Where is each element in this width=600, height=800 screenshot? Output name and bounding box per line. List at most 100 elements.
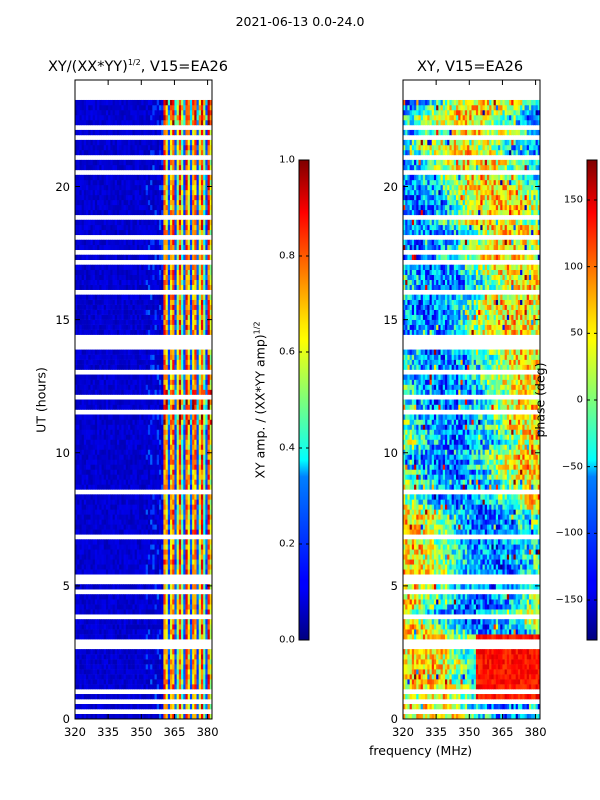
amplitude-cell xyxy=(101,204,105,211)
amplitude-cell xyxy=(103,374,107,380)
amplitude-cell xyxy=(128,399,131,405)
amplitude-cell xyxy=(161,399,164,405)
amplitude-cell xyxy=(158,269,162,275)
amplitude-cell xyxy=(77,449,80,455)
amplitude-cell xyxy=(139,684,142,690)
amplitude-cell xyxy=(79,599,83,605)
amplitude-cell xyxy=(97,694,100,700)
amplitude-cell xyxy=(200,299,204,305)
amplitude-cell xyxy=(103,349,107,355)
amplitude-cell xyxy=(209,484,212,490)
amplitude-cell xyxy=(83,539,87,545)
amplitude-cell xyxy=(189,499,193,505)
amplitude-cell xyxy=(125,544,129,550)
amplitude-cell xyxy=(172,239,175,246)
amplitude-cell xyxy=(145,399,149,405)
amplitude-cell xyxy=(174,469,178,475)
amplitude-cell xyxy=(105,379,109,385)
amplitude-cell xyxy=(192,454,195,460)
amplitude-cell xyxy=(99,559,102,565)
amplitude-cell xyxy=(130,634,133,640)
amplitude-cell xyxy=(116,329,120,335)
amplitude-cell xyxy=(187,594,191,600)
amplitude-cell xyxy=(94,439,98,445)
amplitude-cell xyxy=(116,284,120,290)
amplitude-cell xyxy=(92,714,96,719)
amplitude-cell xyxy=(119,599,122,605)
amplitude-cell xyxy=(75,494,78,500)
amplitude-cell xyxy=(79,359,83,365)
amplitude-cell xyxy=(119,539,122,545)
amplitude-cell xyxy=(130,459,133,465)
amplitude-cell xyxy=(181,304,184,310)
amplitude-cell xyxy=(86,229,89,236)
amplitude-cell xyxy=(114,364,118,370)
amplitude-cell xyxy=(105,444,109,450)
amplitude-cell xyxy=(183,359,186,365)
amplitude-cell xyxy=(170,539,173,545)
amplitude-cell xyxy=(119,439,122,445)
amplitude-cell xyxy=(134,519,138,525)
amplitude-cell xyxy=(88,264,91,270)
amplitude-cell xyxy=(134,454,138,460)
amplitude-cell xyxy=(185,554,189,560)
amplitude-cell xyxy=(119,544,122,550)
amplitude-cell xyxy=(81,269,85,275)
amplitude-cell xyxy=(189,254,193,261)
amplitude-cell xyxy=(165,424,169,430)
amplitude-cell xyxy=(143,569,147,575)
amplitude-cell xyxy=(88,509,91,515)
amplitude-cell xyxy=(119,354,122,360)
amplitude-cell xyxy=(103,464,107,470)
amplitude-cell xyxy=(156,314,160,320)
amplitude-cell xyxy=(88,549,91,555)
amplitude-cell xyxy=(116,449,120,455)
amplitude-cell xyxy=(123,629,127,635)
amplitude-cell xyxy=(185,459,189,465)
amplitude-cell xyxy=(110,609,113,615)
amplitude-cell xyxy=(108,359,111,365)
amplitude-cell xyxy=(200,414,204,420)
amplitude-cell xyxy=(83,284,87,290)
amplitude-cell xyxy=(114,419,118,425)
amplitude-cell xyxy=(125,364,129,370)
amplitude-cell xyxy=(178,609,182,615)
amplitude-cell xyxy=(156,524,160,530)
amplitude-cell xyxy=(103,499,107,505)
amplitude-cell xyxy=(110,229,113,236)
amplitude-cell xyxy=(77,229,80,236)
amplitude-cell xyxy=(77,694,80,700)
amplitude-cell xyxy=(187,499,191,505)
amplitude-cell xyxy=(99,204,102,211)
amplitude-cell xyxy=(156,654,160,660)
amplitude-cell xyxy=(196,449,200,455)
amplitude-cell xyxy=(158,599,162,605)
amplitude-cell xyxy=(207,679,211,685)
amplitude-cell xyxy=(187,244,191,251)
amplitude-cell xyxy=(196,354,200,360)
amplitude-cell xyxy=(123,294,127,300)
amplitude-cell xyxy=(116,209,120,216)
amplitude-cell xyxy=(209,364,212,370)
amplitude-cell xyxy=(86,669,89,675)
amplitude-cell xyxy=(136,664,140,670)
amplitude-cell xyxy=(132,374,136,380)
amplitude-cell xyxy=(97,494,100,500)
amplitude-cell xyxy=(94,219,98,226)
amplitude-cell xyxy=(94,419,98,425)
amplitude-cell xyxy=(183,354,186,360)
amplitude-cell xyxy=(192,504,195,510)
amplitude-cell xyxy=(187,299,191,305)
amplitude-cell xyxy=(152,244,155,251)
amplitude-cell xyxy=(99,399,102,405)
amplitude-cell xyxy=(172,294,175,300)
amplitude-cell xyxy=(165,599,169,605)
amplitude-cell xyxy=(156,564,160,570)
amplitude-cell xyxy=(163,524,166,530)
amplitude-cell xyxy=(103,544,107,550)
amplitude-cell xyxy=(108,654,111,660)
amplitude-cell xyxy=(192,309,195,315)
amplitude-cell xyxy=(176,359,180,365)
amplitude-cell xyxy=(123,539,127,545)
amplitude-cell xyxy=(170,694,173,700)
